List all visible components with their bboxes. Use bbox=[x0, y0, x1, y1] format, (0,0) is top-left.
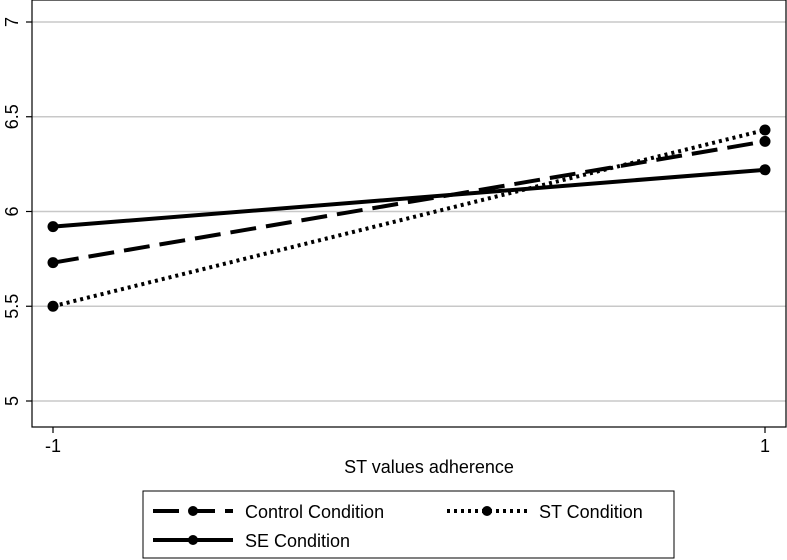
legend-item-control: Control Condition bbox=[153, 502, 384, 522]
legend-marker-control bbox=[188, 506, 198, 516]
series-line-se-condition bbox=[52, 167, 766, 229]
y-axis: 5 5.5 6 6.5 7 bbox=[2, 17, 32, 406]
data-point-control-condition bbox=[47, 257, 59, 269]
data-point-st-condition bbox=[47, 300, 59, 312]
plot-frame bbox=[31, 0, 787, 428]
x-tick-label: -1 bbox=[45, 436, 61, 456]
x-tick-label: 1 bbox=[760, 436, 770, 456]
legend-marker-st bbox=[482, 506, 492, 516]
series-line-st-condition bbox=[52, 128, 766, 309]
data-point-se-condition bbox=[47, 221, 59, 233]
y-tick-label: 6 bbox=[2, 206, 22, 216]
x-axis-label: ST values adherence bbox=[344, 457, 514, 477]
legend: Control Condition ST Condition SE Condit… bbox=[142, 490, 675, 559]
data-point-st-condition bbox=[759, 124, 771, 136]
legend-item-se: SE Condition bbox=[153, 531, 350, 551]
legend-marker-se bbox=[188, 535, 198, 545]
data-point-se-condition bbox=[759, 164, 771, 176]
y-tick-label: 7 bbox=[2, 17, 22, 27]
series-line-control-condition bbox=[52, 139, 766, 265]
series-layer bbox=[47, 124, 771, 312]
y-tick-label: 5 bbox=[2, 396, 22, 406]
data-point-control-condition bbox=[759, 135, 771, 147]
legend-box bbox=[142, 490, 675, 559]
x-axis: -1 1 bbox=[45, 427, 770, 456]
grid-lines bbox=[32, 21, 786, 402]
y-tick-label: 6.5 bbox=[2, 104, 22, 129]
legend-label-se: SE Condition bbox=[245, 531, 350, 551]
legend-label-control: Control Condition bbox=[245, 502, 384, 522]
legend-label-st: ST Condition bbox=[539, 502, 643, 522]
y-tick-label: 5.5 bbox=[2, 294, 22, 319]
legend-item-st: ST Condition bbox=[447, 502, 643, 522]
